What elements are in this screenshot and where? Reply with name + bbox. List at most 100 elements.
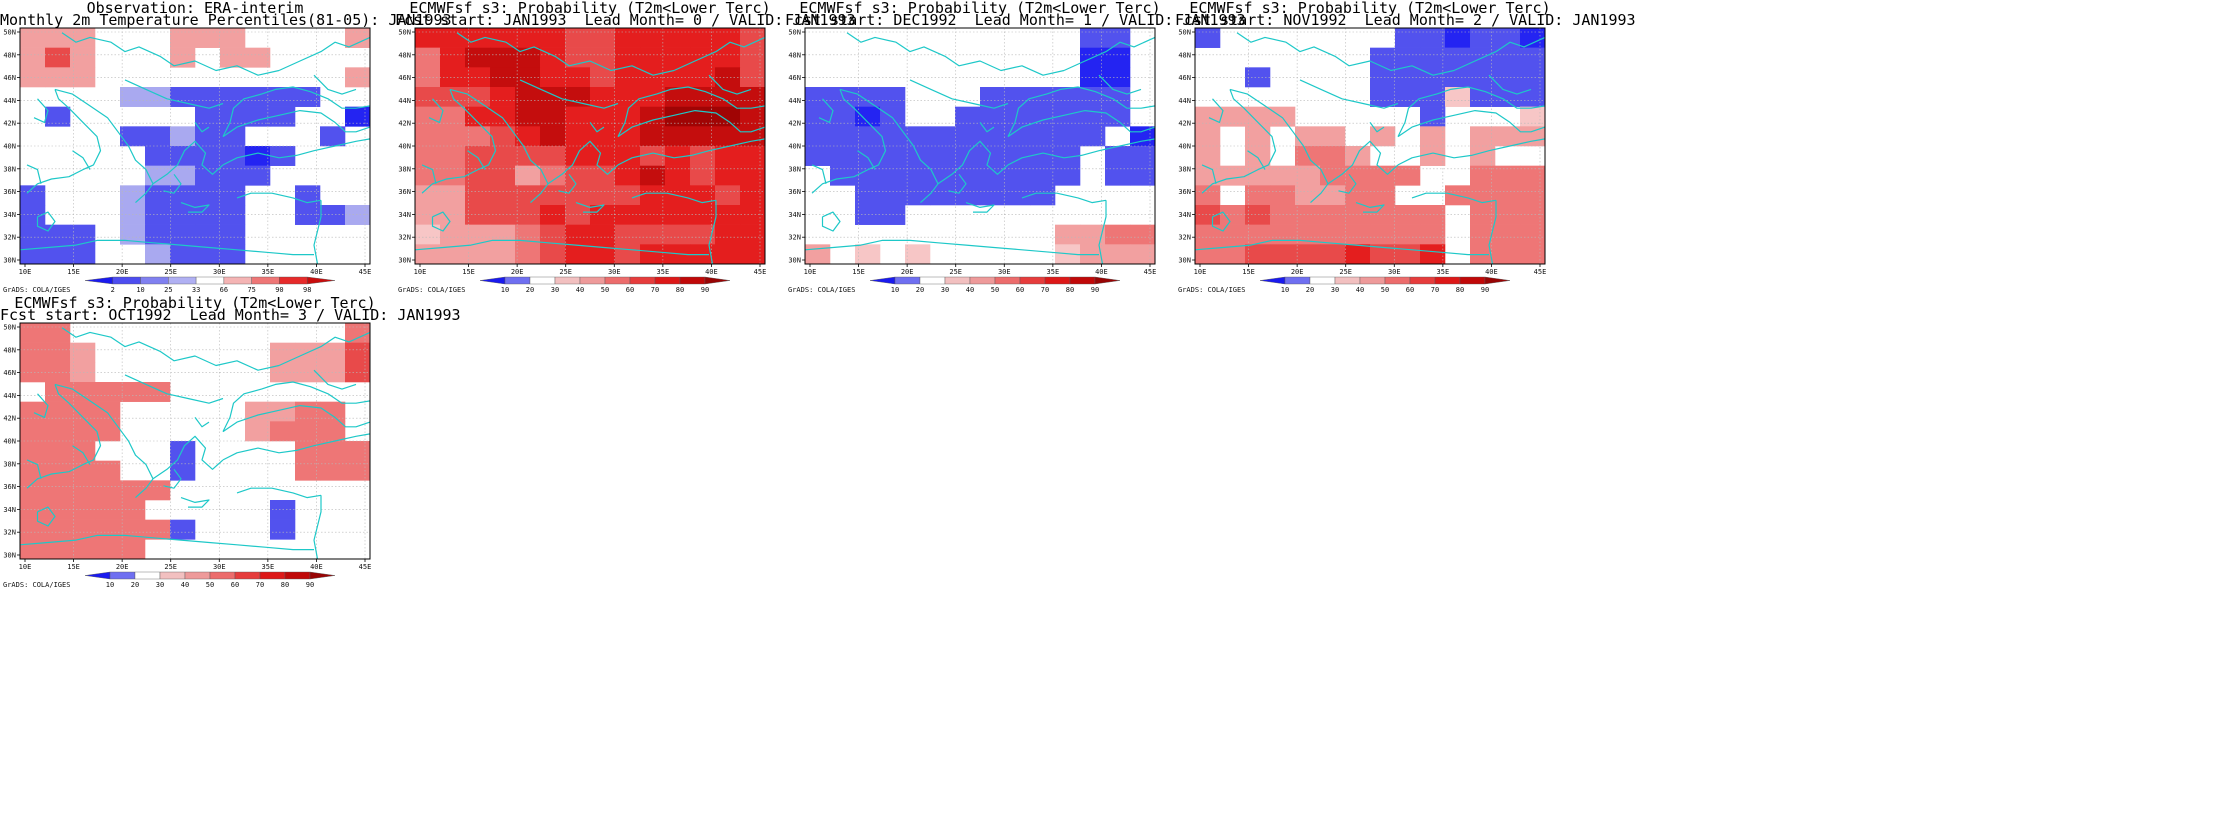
legend-swatch — [1459, 276, 1486, 285]
grid-cell — [590, 165, 616, 186]
grid-cell — [490, 244, 516, 265]
coastline — [589, 122, 605, 133]
grid-cell — [1520, 47, 1546, 68]
grid-cell — [220, 87, 246, 107]
grid-cell — [690, 28, 716, 48]
coastline — [467, 150, 486, 170]
lat-tick-label: 34N — [1178, 211, 1191, 219]
legend-swatch — [279, 276, 308, 285]
lat-tick-label: 42N — [3, 415, 16, 423]
grid-cell — [515, 47, 541, 68]
coastline — [124, 79, 224, 109]
grid-cell — [955, 146, 981, 166]
lon-tick-label: 45E — [1534, 268, 1547, 276]
grid-cell — [345, 362, 371, 383]
grid-cell — [440, 67, 466, 88]
grid-cell — [95, 382, 121, 402]
grid-cell — [590, 146, 616, 166]
grid-cell — [540, 244, 566, 265]
coastline — [1021, 192, 1107, 204]
panel-title: Observation: ERA-interim — [86, 0, 304, 17]
grid-cell — [1445, 28, 1471, 48]
grid-cell — [70, 421, 96, 442]
grid-cell — [120, 500, 146, 520]
grid-cell — [1395, 28, 1421, 48]
lat-tick-label: 34N — [788, 211, 801, 219]
coastline — [313, 200, 322, 265]
legend-swatch — [1484, 276, 1511, 285]
grid-cell — [955, 126, 981, 147]
grid-cell — [1370, 185, 1396, 206]
grid-cell — [295, 87, 321, 107]
panel-subtitle: Fcst start: OCT1992 Lead Month= 3 / VALI… — [0, 306, 461, 324]
coastline — [1355, 202, 1385, 213]
legend-swatch — [195, 276, 225, 285]
coastline — [36, 211, 56, 232]
legend-label: 10 — [501, 286, 509, 294]
grid-cell — [170, 146, 196, 166]
grid-cell — [70, 362, 96, 383]
grid-cell — [980, 87, 1006, 107]
grid-cell — [715, 244, 741, 265]
grid-cell — [20, 480, 46, 501]
coastline — [708, 200, 717, 265]
grid-cell — [640, 146, 666, 166]
grid-cell — [70, 460, 96, 481]
grid-cell — [245, 47, 271, 68]
grid-cell — [415, 185, 441, 206]
coastline — [1208, 98, 1224, 123]
grid-cell — [805, 244, 831, 265]
grid-cell — [565, 224, 591, 245]
legend-swatch — [504, 276, 531, 285]
lat-tick-label: 46N — [398, 74, 411, 82]
grid-cell — [1320, 126, 1346, 147]
grid-cell — [170, 205, 196, 225]
coastline — [222, 86, 371, 137]
lon-tick-label: 30E — [998, 268, 1011, 276]
grid-cell — [70, 441, 96, 461]
grid-cell — [95, 401, 121, 422]
coastline — [33, 98, 49, 123]
grid-cell — [640, 224, 666, 245]
lon-tick-label: 30E — [1388, 268, 1401, 276]
grid-cell — [220, 146, 246, 166]
grid-cell — [1195, 126, 1221, 147]
legend-label: 33 — [192, 286, 200, 294]
grid-cell — [145, 244, 171, 265]
grid-cell — [1520, 185, 1546, 206]
grid-cell — [905, 165, 931, 186]
lon-tick-label: 45E — [1144, 268, 1157, 276]
lon-tick-label: 25E — [1339, 268, 1352, 276]
grid-cell — [1345, 165, 1371, 186]
grid-cell — [590, 87, 616, 107]
coastline — [821, 211, 841, 232]
grid-cell — [690, 87, 716, 107]
grid-cell — [490, 28, 516, 48]
map-panel: ECMWFsf s3: Probability (T2m<Lower Terc)… — [395, 0, 856, 295]
grid-cell — [1470, 87, 1496, 107]
grid-cell — [955, 165, 981, 186]
grid-cell — [1395, 47, 1421, 68]
coastline — [1327, 140, 1399, 185]
grid-cell — [640, 28, 666, 48]
grid-cell — [740, 185, 766, 206]
grid-cell — [20, 519, 46, 540]
lon-tick-label: 45E — [359, 563, 372, 571]
legend-label: 90 — [306, 581, 314, 589]
map-plot: 10E 15E 20E 25E 30E 35E 40E 45E 30N 32N 34N 36N 38N 4… — [398, 27, 766, 294]
coastline — [631, 192, 717, 204]
grid-cell — [220, 126, 246, 147]
grid-cell — [270, 519, 296, 540]
grid-cell — [1370, 224, 1396, 245]
grid-cell — [440, 126, 466, 147]
grid-cell — [615, 165, 641, 186]
grid-cell — [1130, 165, 1156, 186]
coastline — [617, 138, 766, 166]
coastline — [222, 110, 371, 138]
lat-tick-label: 40N — [788, 143, 801, 151]
grid-cell — [515, 87, 541, 107]
grid-cell — [1080, 224, 1106, 245]
lon-tick-label: 20E — [1291, 268, 1304, 276]
grid-cell — [540, 28, 566, 48]
coastline — [617, 110, 766, 138]
